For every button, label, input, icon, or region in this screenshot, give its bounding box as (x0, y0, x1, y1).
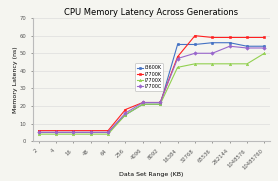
Line: i7700K: i7700K (37, 34, 266, 132)
i7700C (263, 47, 266, 49)
i3600K (228, 42, 231, 44)
i3600K (245, 45, 249, 47)
i3600K (72, 131, 75, 133)
X-axis label: Data Set Range (KB): Data Set Range (KB) (119, 172, 184, 177)
i7700K (158, 101, 162, 104)
i7700X (228, 63, 231, 65)
i7700C (141, 101, 145, 104)
i7700X (124, 114, 127, 116)
i7700K (245, 36, 249, 39)
i3600K (263, 45, 266, 47)
Line: i3600K: i3600K (37, 41, 266, 134)
i7700C (176, 57, 179, 60)
i3600K (37, 131, 40, 133)
Legend: i3600K, i7700K, i7700X, i7700C: i3600K, i7700K, i7700X, i7700C (135, 63, 163, 91)
i7700X (245, 63, 249, 65)
Line: i7700C: i7700C (37, 45, 266, 134)
i7700C (89, 131, 92, 133)
i7700X (89, 133, 92, 135)
i7700K (176, 56, 179, 58)
i7700K (106, 130, 110, 132)
i7700K (37, 130, 40, 132)
i7700K (193, 35, 197, 37)
i7700K (211, 36, 214, 39)
i7700C (106, 131, 110, 133)
i7700K (54, 130, 58, 132)
i7700C (72, 131, 75, 133)
i7700K (141, 101, 145, 104)
i7700C (158, 101, 162, 104)
i7700X (37, 133, 40, 135)
i7700X (176, 66, 179, 68)
i3600K (193, 43, 197, 46)
i7700C (193, 52, 197, 54)
Y-axis label: Memory Latency (ns): Memory Latency (ns) (13, 46, 18, 113)
i7700X (72, 133, 75, 135)
i7700X (158, 103, 162, 105)
i3600K (106, 131, 110, 133)
i7700X (193, 63, 197, 65)
i3600K (158, 103, 162, 105)
i3600K (89, 131, 92, 133)
i7700K (72, 130, 75, 132)
i7700C (54, 131, 58, 133)
i7700X (263, 52, 266, 54)
i7700C (124, 112, 127, 114)
i3600K (141, 103, 145, 105)
i3600K (176, 43, 179, 46)
i7700K (263, 36, 266, 39)
i7700X (106, 133, 110, 135)
i7700K (228, 36, 231, 39)
Title: CPU Memory Latency Across Generations: CPU Memory Latency Across Generations (64, 8, 239, 17)
Line: i7700X: i7700X (37, 52, 266, 135)
i7700C (245, 47, 249, 49)
i7700C (37, 131, 40, 133)
i7700X (211, 63, 214, 65)
i7700K (89, 130, 92, 132)
i7700C (211, 52, 214, 54)
i3600K (124, 114, 127, 116)
i7700X (141, 103, 145, 105)
i3600K (54, 131, 58, 133)
i7700X (54, 133, 58, 135)
i7700K (124, 108, 127, 111)
i7700C (228, 45, 231, 47)
i3600K (211, 42, 214, 44)
